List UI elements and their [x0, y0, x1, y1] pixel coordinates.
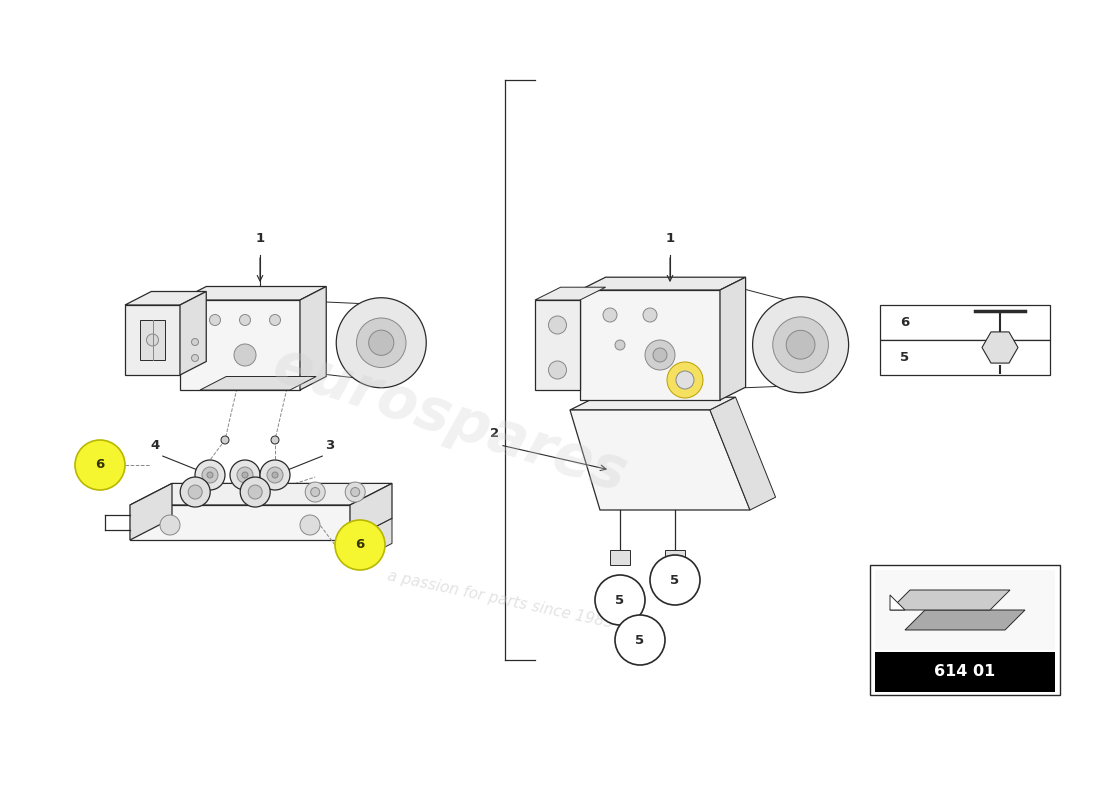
- Circle shape: [272, 472, 278, 478]
- Polygon shape: [890, 595, 905, 610]
- Polygon shape: [710, 397, 776, 510]
- Circle shape: [195, 460, 226, 490]
- Circle shape: [191, 338, 198, 346]
- Text: 1: 1: [666, 232, 674, 245]
- Circle shape: [260, 460, 290, 490]
- Polygon shape: [570, 397, 736, 410]
- Polygon shape: [610, 550, 630, 565]
- Polygon shape: [720, 278, 746, 400]
- Circle shape: [364, 534, 378, 548]
- Polygon shape: [570, 410, 750, 510]
- Polygon shape: [905, 610, 1025, 630]
- Polygon shape: [125, 305, 180, 375]
- Bar: [874, 570, 1055, 650]
- Text: 5: 5: [670, 574, 680, 586]
- Text: 614 01: 614 01: [934, 665, 996, 679]
- Circle shape: [310, 487, 320, 497]
- Polygon shape: [580, 290, 720, 400]
- Polygon shape: [350, 518, 392, 565]
- Circle shape: [185, 482, 206, 502]
- Polygon shape: [535, 287, 606, 300]
- Polygon shape: [130, 483, 172, 540]
- Circle shape: [271, 436, 279, 444]
- Text: 2: 2: [491, 427, 499, 440]
- Polygon shape: [130, 483, 392, 505]
- Circle shape: [267, 467, 283, 483]
- Polygon shape: [890, 590, 1010, 610]
- Circle shape: [667, 362, 703, 398]
- Text: 4: 4: [151, 439, 160, 452]
- Text: 6: 6: [355, 538, 364, 551]
- Polygon shape: [666, 550, 685, 565]
- Circle shape: [188, 485, 202, 499]
- Circle shape: [191, 354, 198, 362]
- Circle shape: [209, 314, 220, 326]
- Text: a passion for parts since 1985: a passion for parts since 1985: [385, 569, 615, 631]
- Circle shape: [240, 477, 271, 507]
- Text: 6: 6: [96, 458, 104, 471]
- Circle shape: [603, 308, 617, 322]
- Circle shape: [75, 440, 125, 490]
- Circle shape: [786, 330, 815, 359]
- Polygon shape: [140, 320, 165, 360]
- Polygon shape: [200, 377, 317, 390]
- Circle shape: [752, 297, 848, 393]
- Circle shape: [251, 487, 260, 497]
- Circle shape: [270, 314, 280, 326]
- Circle shape: [773, 317, 828, 373]
- Circle shape: [368, 330, 394, 355]
- Circle shape: [242, 472, 248, 478]
- Bar: [880, 340, 1050, 375]
- Circle shape: [202, 467, 218, 483]
- Text: 1: 1: [255, 232, 265, 245]
- Circle shape: [245, 482, 265, 502]
- Circle shape: [146, 334, 158, 346]
- Circle shape: [300, 515, 320, 535]
- Text: 3: 3: [326, 439, 334, 452]
- Polygon shape: [130, 505, 350, 540]
- Bar: [874, 652, 1055, 692]
- Circle shape: [645, 340, 675, 370]
- Circle shape: [207, 472, 213, 478]
- Circle shape: [653, 348, 667, 362]
- Circle shape: [337, 298, 427, 388]
- Circle shape: [595, 575, 645, 625]
- Polygon shape: [350, 483, 392, 540]
- Circle shape: [305, 482, 326, 502]
- Circle shape: [676, 371, 694, 389]
- Circle shape: [249, 485, 262, 499]
- Circle shape: [230, 460, 260, 490]
- Circle shape: [180, 477, 210, 507]
- Polygon shape: [535, 300, 580, 390]
- Circle shape: [549, 361, 566, 379]
- Polygon shape: [180, 291, 207, 375]
- Circle shape: [351, 487, 360, 497]
- Circle shape: [356, 318, 406, 367]
- Polygon shape: [180, 300, 300, 390]
- Circle shape: [190, 487, 200, 497]
- Circle shape: [549, 316, 566, 334]
- Bar: [870, 565, 1060, 695]
- Polygon shape: [300, 286, 327, 390]
- Circle shape: [615, 340, 625, 350]
- Polygon shape: [125, 291, 207, 305]
- Bar: [880, 305, 1050, 340]
- Text: eurospares: eurospares: [266, 336, 635, 504]
- Circle shape: [336, 520, 385, 570]
- Circle shape: [644, 308, 657, 322]
- Circle shape: [160, 515, 180, 535]
- Circle shape: [221, 436, 229, 444]
- Polygon shape: [180, 286, 327, 300]
- Text: 6: 6: [900, 316, 910, 329]
- Text: 5: 5: [900, 351, 909, 364]
- Circle shape: [615, 615, 666, 665]
- Circle shape: [236, 467, 253, 483]
- Circle shape: [345, 482, 365, 502]
- Circle shape: [240, 314, 251, 326]
- Polygon shape: [580, 278, 746, 290]
- Text: 5: 5: [615, 594, 625, 606]
- Text: 5: 5: [636, 634, 645, 646]
- Circle shape: [234, 344, 256, 366]
- Circle shape: [650, 555, 700, 605]
